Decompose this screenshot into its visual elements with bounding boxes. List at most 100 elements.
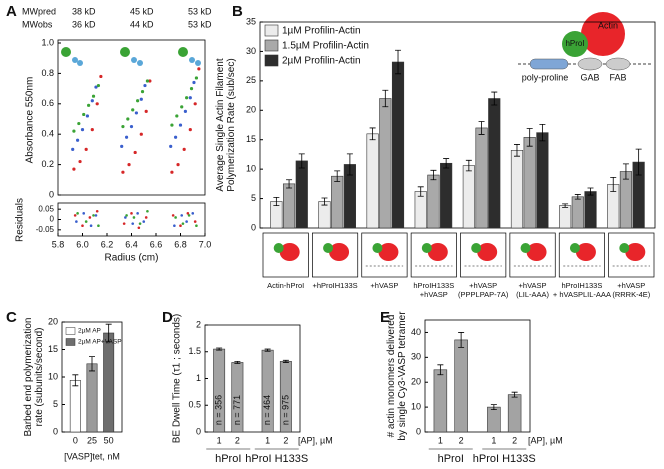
error-bar <box>622 163 629 180</box>
y-tick-label: 20 <box>411 377 421 387</box>
error-bar <box>526 128 533 147</box>
x-tick-label: 2 <box>459 435 464 445</box>
plot-frame <box>57 39 206 196</box>
y-tick-label: 0.2 <box>41 159 54 169</box>
y-tick-label: 30 <box>411 352 421 362</box>
x-axis-label: [VASP]tet, nM <box>64 451 120 461</box>
x-tick-label: 2 <box>283 435 288 445</box>
x-tick-label: +hVASP <box>469 281 497 290</box>
bar <box>462 165 475 229</box>
bar <box>366 133 379 229</box>
residual-label: Residuals <box>15 198 26 242</box>
error-bar <box>513 144 520 157</box>
y-tick-label: 0 <box>49 189 54 199</box>
residual-point <box>173 224 176 227</box>
data-point <box>182 147 186 151</box>
error-bar <box>491 91 498 106</box>
error-bar <box>443 158 450 169</box>
data-point <box>193 102 197 106</box>
bar <box>510 150 524 229</box>
residual-point <box>179 224 182 227</box>
data-point <box>95 102 99 106</box>
residual-point <box>95 209 99 213</box>
residual-point <box>75 220 78 223</box>
data-point <box>136 99 140 103</box>
y-tick-label: 15 <box>48 344 58 354</box>
icon-profilin <box>421 243 432 253</box>
icon-profilin <box>619 243 630 253</box>
x-axis-label: [AP], µM <box>528 435 563 445</box>
x-tick-label: 6.6 <box>150 239 163 249</box>
error-bar <box>72 374 79 387</box>
residual-point <box>191 212 195 215</box>
y-tick-label: 1 <box>196 373 201 383</box>
residual-point <box>181 222 185 225</box>
residual-tick-label: -0.05 <box>36 225 55 234</box>
data-point <box>120 144 124 148</box>
data-point <box>72 167 76 171</box>
x-tick-label: +hVASP <box>370 281 398 290</box>
inset-fab: FAB <box>609 72 626 82</box>
x-tick-label: 1 <box>491 435 496 445</box>
x-tick-label: 25 <box>87 435 97 445</box>
residual-point <box>193 220 197 223</box>
legend-swatch <box>264 54 279 67</box>
x-tick-label: (PPPLPAP-7A) <box>458 290 509 299</box>
residual-point <box>180 214 184 217</box>
x-tick-label: 1 <box>217 435 222 445</box>
panel-label: E <box>380 309 390 326</box>
legend-label: 2µM AP+VASP <box>78 339 122 346</box>
mw-value: 53 kD <box>188 6 212 16</box>
legend-swatch <box>65 327 76 335</box>
b-inset: hProI Actin poly-proline GAB FAB <box>518 12 652 82</box>
data-point <box>170 170 174 174</box>
bar <box>475 127 488 229</box>
y-tick-label: 0 <box>53 426 58 436</box>
bar <box>584 191 597 229</box>
error-bar <box>298 153 305 169</box>
bar <box>571 196 584 229</box>
data-point <box>121 125 125 129</box>
y-axis-label: Average Single Actin Filament <box>215 58 226 191</box>
panel-label: C <box>6 309 17 326</box>
mw-value: 44 kD <box>130 19 154 29</box>
panel-label: A <box>6 3 17 20</box>
y-tick-label: 5 <box>53 399 58 409</box>
data-point <box>194 76 199 80</box>
data-point <box>134 111 138 115</box>
data-point <box>139 132 143 136</box>
x-axis-label: Radius (cm) <box>105 253 159 264</box>
data-point <box>133 150 137 155</box>
legend-swatch <box>264 39 279 52</box>
x-tick-label: 0 <box>73 435 78 445</box>
y-tick-label: 10 <box>411 401 421 411</box>
error-bar <box>478 121 485 135</box>
inset-actin: Actin <box>598 20 618 30</box>
residual-point <box>89 224 93 227</box>
y-axis-label: rate (subunits/second) <box>34 328 45 427</box>
y-tick-label: 10 <box>246 164 256 174</box>
x-tick-label: +hVASP <box>617 281 645 290</box>
bar <box>488 98 501 229</box>
bar <box>318 201 331 229</box>
data-point <box>72 129 76 133</box>
y-tick-label: 30 <box>246 46 256 56</box>
inset-poly-proline: poly-proline <box>522 72 569 82</box>
residual-point <box>195 224 198 227</box>
error-bar <box>346 153 353 176</box>
plot-frame <box>424 319 531 433</box>
error-bar <box>430 169 437 181</box>
bar <box>487 406 501 433</box>
icon-profilin <box>520 243 531 253</box>
bar <box>427 174 440 229</box>
group-label: hProI H133S <box>473 453 536 465</box>
x-tick-label: 50 <box>104 435 114 445</box>
data-point <box>82 112 86 117</box>
bar <box>559 205 572 229</box>
bar-label: n = 464 <box>262 395 272 425</box>
error-bar <box>458 332 465 348</box>
x-tick-label: (RRRK-4E) <box>612 290 650 299</box>
icon-actin <box>625 243 646 261</box>
y-tick-label: 0 <box>416 426 421 436</box>
data-point <box>76 138 80 142</box>
